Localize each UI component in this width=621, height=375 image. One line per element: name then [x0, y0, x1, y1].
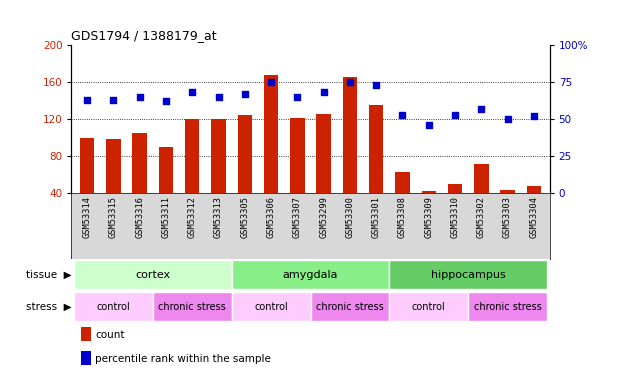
Point	[450, 112, 460, 118]
Point	[371, 82, 381, 88]
Text: control: control	[97, 302, 130, 312]
Point	[476, 106, 486, 112]
Text: GSM53300: GSM53300	[345, 196, 355, 238]
Bar	[474, 164, 489, 230]
Text: hippocampus: hippocampus	[431, 270, 505, 280]
Bar	[422, 191, 436, 230]
Text: GSM53314: GSM53314	[83, 196, 92, 238]
Text: GSM53302: GSM53302	[477, 196, 486, 238]
Bar	[238, 116, 252, 230]
Bar	[106, 140, 120, 230]
Point	[82, 97, 92, 103]
Text: GDS1794 / 1388179_at: GDS1794 / 1388179_at	[71, 30, 217, 42]
Text: GSM53316: GSM53316	[135, 196, 144, 238]
Text: chronic stress: chronic stress	[474, 302, 542, 312]
Bar	[232, 260, 389, 289]
Point	[529, 113, 539, 119]
Text: stress  ▶: stress ▶	[25, 302, 71, 312]
Bar	[448, 184, 462, 230]
Bar	[74, 260, 232, 289]
Bar	[159, 147, 173, 230]
Point	[188, 89, 197, 95]
Text: GSM53308: GSM53308	[398, 196, 407, 238]
Bar	[81, 327, 91, 340]
Text: amygdala: amygdala	[283, 270, 338, 280]
Bar	[395, 172, 410, 230]
Text: tissue  ▶: tissue ▶	[25, 270, 71, 280]
Text: GSM53299: GSM53299	[319, 196, 328, 238]
Bar	[527, 186, 541, 230]
Bar	[232, 292, 310, 321]
Point	[240, 91, 250, 97]
Bar	[389, 260, 547, 289]
Point	[161, 98, 171, 104]
Bar	[81, 351, 91, 365]
Bar	[80, 138, 94, 230]
Point	[424, 122, 433, 128]
Text: percentile rank within the sample: percentile rank within the sample	[96, 354, 271, 364]
Text: GSM53313: GSM53313	[214, 196, 223, 238]
Point	[502, 116, 512, 122]
Point	[345, 79, 355, 85]
Text: control: control	[254, 302, 288, 312]
Bar	[185, 119, 199, 230]
Text: chronic stress: chronic stress	[316, 302, 384, 312]
Point	[397, 112, 407, 118]
Bar	[343, 77, 357, 230]
Text: GSM53312: GSM53312	[188, 196, 197, 238]
Bar	[310, 292, 389, 321]
Text: count: count	[96, 330, 125, 340]
Bar	[389, 292, 468, 321]
Bar	[468, 292, 547, 321]
Point	[292, 94, 302, 100]
Point	[109, 97, 119, 103]
Bar	[264, 75, 278, 230]
Text: GSM53309: GSM53309	[424, 196, 433, 238]
Text: cortex: cortex	[135, 270, 170, 280]
Point	[214, 94, 224, 100]
Bar	[153, 292, 232, 321]
Text: GSM53315: GSM53315	[109, 196, 118, 238]
Bar	[290, 118, 304, 230]
Text: GSM53311: GSM53311	[161, 196, 171, 238]
Bar	[317, 114, 331, 230]
Text: GSM53307: GSM53307	[293, 196, 302, 238]
Text: GSM53310: GSM53310	[450, 196, 460, 238]
Bar	[211, 119, 226, 230]
Text: GSM53306: GSM53306	[266, 196, 276, 238]
Bar	[74, 292, 153, 321]
Text: GSM53304: GSM53304	[529, 196, 538, 238]
Point	[266, 79, 276, 85]
Point	[319, 89, 329, 95]
Bar	[132, 133, 147, 230]
Text: control: control	[412, 302, 446, 312]
Text: GSM53305: GSM53305	[240, 196, 249, 238]
Text: chronic stress: chronic stress	[158, 302, 226, 312]
Text: GSM53301: GSM53301	[372, 196, 381, 238]
Bar	[501, 190, 515, 230]
Bar	[369, 105, 383, 230]
Point	[135, 94, 145, 100]
Text: GSM53303: GSM53303	[503, 196, 512, 238]
